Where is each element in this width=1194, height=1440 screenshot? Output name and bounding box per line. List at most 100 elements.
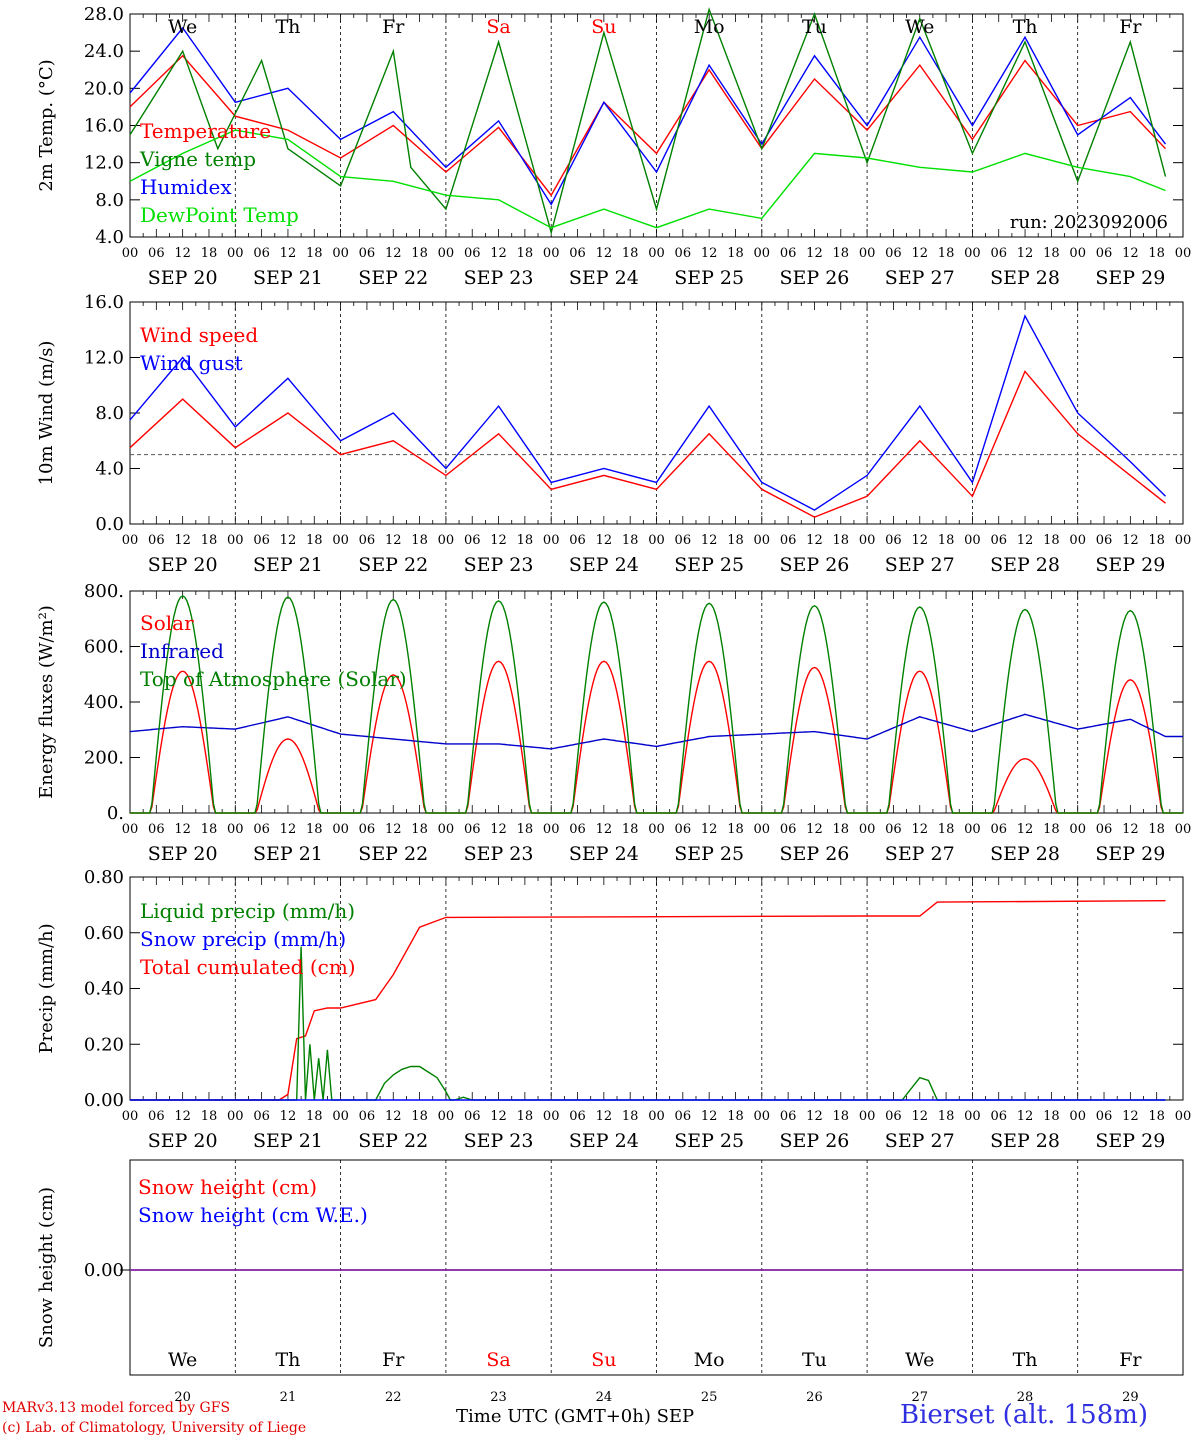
hour-tick-label: 12 [911, 246, 928, 261]
series-vigne-temp [129, 7, 1167, 236]
date-label: SEP 27 [885, 267, 955, 289]
hour-tick-label: 12 [701, 246, 718, 261]
hour-tick-label: 00 [1069, 246, 1086, 261]
date-label: SEP 21 [253, 554, 323, 576]
weekday-label: Su [591, 16, 616, 38]
hour-tick-label: 06 [885, 1109, 902, 1124]
hour-tick-label: 06 [148, 246, 165, 261]
day-number: 21 [280, 1390, 297, 1405]
hour-tick-label: 12 [806, 246, 823, 261]
hour-tick-label: 00 [438, 822, 455, 837]
legend-entry: Humidex [140, 175, 232, 199]
hour-tick-label: 06 [780, 822, 797, 837]
hour-tick-label: 18 [833, 1109, 850, 1124]
date-label: SEP 27 [885, 843, 955, 865]
hour-tick-label: 06 [148, 533, 165, 548]
hour-tick-label: 00 [227, 1109, 244, 1124]
hour-tick-label: 06 [359, 246, 376, 261]
hour-tick-label: 18 [306, 1109, 323, 1124]
y-tick-label: 200. [84, 748, 124, 769]
y-tick-label: 800. [84, 581, 124, 602]
date-label: SEP 21 [253, 843, 323, 865]
date-label: SEP 29 [1095, 843, 1165, 865]
hour-tick-label: 18 [411, 533, 428, 548]
day-number: 22 [385, 1390, 402, 1405]
hour-tick-label: 18 [201, 1109, 218, 1124]
hour-tick-label: 18 [517, 1109, 534, 1124]
hour-tick-label: 12 [1122, 533, 1139, 548]
y-tick-label: 12.0 [84, 348, 124, 369]
hour-tick-label: 06 [675, 246, 692, 261]
hour-tick-label: 00 [332, 1109, 349, 1124]
hour-tick-label: 18 [622, 1109, 639, 1124]
date-label: SEP 25 [674, 1130, 744, 1152]
date-label: SEP 25 [674, 843, 744, 865]
hour-tick-label: 18 [517, 822, 534, 837]
hour-tick-label: 00 [122, 533, 139, 548]
hour-tick-label: 12 [1017, 822, 1034, 837]
hour-tick-label: 18 [201, 822, 218, 837]
hour-tick-label: 18 [727, 533, 744, 548]
legend-entry: Temperature [140, 119, 271, 143]
hour-tick-label: 18 [833, 822, 850, 837]
hour-tick-label: 12 [490, 822, 507, 837]
hour-tick-label: 00 [648, 533, 665, 548]
hour-tick-label: 06 [885, 822, 902, 837]
y-tick-label: 0.60 [84, 923, 124, 944]
station-name: Bierset (alt. 158m) [900, 1400, 1149, 1430]
hour-tick-label: 00 [964, 533, 981, 548]
day-number: 27 [911, 1390, 928, 1405]
legend-entry: Solar [140, 611, 194, 635]
weekday-label: Fr [382, 16, 405, 38]
hour-tick-label: 18 [622, 822, 639, 837]
legend-entry: Top of Atmosphere (Solar) [140, 667, 407, 691]
hour-tick-label: 06 [990, 246, 1007, 261]
date-label: SEP 25 [674, 267, 744, 289]
date-label: SEP 22 [358, 554, 428, 576]
panel-5 [120, 1159, 1184, 1376]
y-tick-label: 12.0 [84, 153, 124, 174]
hour-tick-label: 18 [517, 533, 534, 548]
weekday-label: Su [591, 1349, 616, 1371]
hour-tick-label: 00 [122, 1109, 139, 1124]
hour-tick-label: 06 [675, 822, 692, 837]
y-tick-label: 20.0 [84, 78, 124, 99]
y-axis-label: Energy fluxes (W/m²) [36, 605, 57, 799]
y-tick-label: 4.0 [95, 459, 124, 480]
hour-tick-label: 18 [727, 1109, 744, 1124]
hour-tick-label: 06 [464, 246, 481, 261]
hour-tick-label: 12 [596, 1109, 613, 1124]
hour-tick-label: 06 [253, 1109, 270, 1124]
hour-tick-label: 12 [1017, 246, 1034, 261]
hour-tick-label: 06 [359, 822, 376, 837]
series-top-of-atmosphere-solar- [130, 595, 1183, 814]
weekday-label: Tu [802, 16, 827, 38]
series-wind-gust [129, 314, 1166, 511]
hour-tick-label: 00 [332, 246, 349, 261]
date-label: SEP 26 [780, 1130, 850, 1152]
date-label: SEP 28 [990, 267, 1060, 289]
hour-tick-label: 00 [543, 822, 560, 837]
hour-tick-label: 18 [517, 246, 534, 261]
hour-tick-label: 00 [859, 533, 876, 548]
date-label: SEP 29 [1095, 267, 1165, 289]
hour-tick-label: 00 [964, 822, 981, 837]
day-number: 24 [596, 1390, 613, 1405]
hour-tick-label: 06 [569, 822, 586, 837]
date-label: SEP 24 [569, 267, 639, 289]
hour-tick-label: 12 [174, 533, 191, 548]
hour-tick-label: 06 [675, 533, 692, 548]
date-label: SEP 23 [464, 1130, 534, 1152]
hour-tick-label: 00 [964, 1109, 981, 1124]
hour-tick-label: 12 [280, 246, 297, 261]
hour-tick-label: 00 [1175, 246, 1192, 261]
hour-tick-label: 06 [148, 1109, 165, 1124]
hour-tick-label: 00 [754, 1109, 771, 1124]
hour-tick-label: 00 [859, 246, 876, 261]
day-number: 26 [806, 1390, 823, 1405]
hour-tick-label: 12 [174, 246, 191, 261]
date-label: SEP 20 [148, 554, 218, 576]
date-label: SEP 23 [464, 267, 534, 289]
y-tick-label: 28.0 [84, 4, 124, 25]
